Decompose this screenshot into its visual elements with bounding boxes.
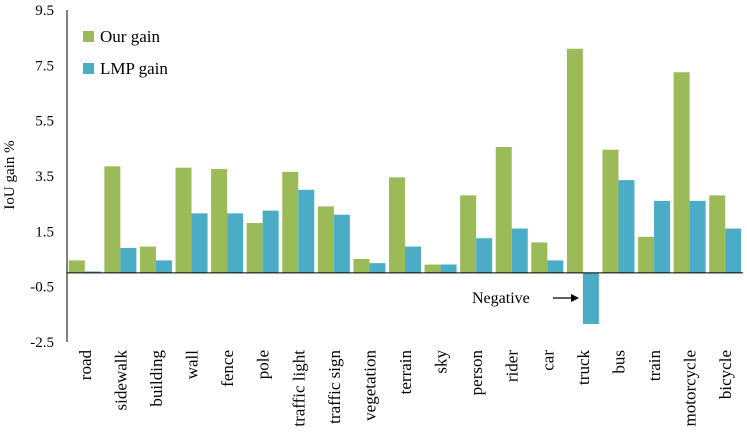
y-tick-label: -2.5 <box>30 335 54 351</box>
bar-lmp-gain-bus <box>618 180 635 273</box>
bar-our-gain-train <box>638 236 655 273</box>
bar-our-gain-sidewalk <box>104 166 121 273</box>
bar-lmp-gain-person <box>476 238 493 273</box>
x-category-labels: road sidewalk building wall fence pole traffic… <box>76 350 735 427</box>
x-label-traffic-sign: traffic sign <box>325 350 344 424</box>
x-label-car: car <box>538 350 557 371</box>
legend-label-lmp-gain: LMP gain <box>100 59 168 78</box>
x-label-building: building <box>147 350 166 407</box>
x-label-train: train <box>645 350 664 382</box>
bar-our-gain-bus <box>602 149 619 273</box>
bar-lmp-gain-traffic-sign <box>333 214 350 273</box>
x-label-sky: sky <box>432 350 451 374</box>
bar-lmp-gain-truck <box>582 272 599 325</box>
bar-our-gain-terrain <box>389 177 405 273</box>
legend-swatch-our-gain <box>83 31 94 42</box>
legend-swatch-lmp-gain <box>83 63 94 74</box>
bar-our-gain-pole <box>246 223 263 273</box>
x-label-fence: fence <box>218 350 237 387</box>
negative-annotation: Negative <box>472 290 579 307</box>
bar-our-gain-vegetation <box>353 259 370 273</box>
bar-our-gain-wall <box>175 167 192 273</box>
bar-our-gain-building <box>139 246 156 273</box>
y-tick-label: 7.5 <box>35 58 54 74</box>
bar-lmp-gain-rider <box>511 228 528 273</box>
axes-group <box>66 10 743 342</box>
x-label-wall: wall <box>183 350 202 380</box>
x-label-person: person <box>467 350 486 396</box>
bar-our-gain-road <box>68 260 85 273</box>
bar-lmp-gain-sidewalk <box>120 247 137 273</box>
y-tick-label: 9.5 <box>35 3 54 19</box>
bars-group <box>68 48 742 325</box>
bar-our-gain-motorcycle <box>673 72 690 273</box>
bar-lmp-gain-wall <box>191 213 208 273</box>
x-label-motorcycle: motorcycle <box>681 350 700 426</box>
bar-lmp-gain-traffic-light <box>298 189 315 273</box>
x-label-traffic-light: traffic light <box>289 350 308 427</box>
bar-our-gain-bicycle <box>709 195 726 273</box>
bar-lmp-gain-train <box>654 200 671 273</box>
x-label-truck: truck <box>574 350 593 385</box>
bar-lmp-gain-pole <box>262 210 279 273</box>
bar-lmp-gain-fence <box>227 213 244 273</box>
bar-lmp-gain-car <box>547 260 564 273</box>
y-tick-label: 1.5 <box>35 224 54 240</box>
x-label-terrain: terrain <box>396 350 415 395</box>
bar-lmp-gain-road <box>84 271 101 273</box>
x-label-pole: pole <box>254 350 273 379</box>
bar-lmp-gain-building <box>155 260 172 273</box>
x-label-sidewalk: sidewalk <box>111 350 130 411</box>
x-label-rider: rider <box>503 350 522 382</box>
bar-lmp-gain-terrain <box>405 246 421 273</box>
y-tick-label: -0.5 <box>30 280 54 296</box>
x-label-bus: bus <box>609 350 628 374</box>
bar-our-gain-truck <box>566 48 583 273</box>
bar-lmp-gain-motorcycle <box>689 200 706 273</box>
bar-our-gain-traffic-light <box>282 171 299 273</box>
bar-our-gain-traffic-sign <box>317 206 334 273</box>
bar-our-gain-person <box>460 195 477 273</box>
bar-our-gain-sky <box>424 264 441 273</box>
x-label-vegetation: vegetation <box>360 350 379 421</box>
y-tick-label: 5.5 <box>35 114 54 130</box>
x-label-road: road <box>76 350 95 381</box>
y-tick-label: 3.5 <box>35 169 54 185</box>
bar-our-gain-rider <box>495 146 512 273</box>
y-axis-title: IoU gain % <box>2 140 18 209</box>
legend-label-our-gain: Our gain <box>100 27 160 46</box>
bar-our-gain-fence <box>211 169 228 273</box>
bar-lmp-gain-vegetation <box>369 263 386 273</box>
legend: Our gain LMP gain <box>83 27 168 78</box>
bar-our-gain-car <box>531 242 548 273</box>
annotation-negative-label: Negative <box>472 290 530 307</box>
y-tick-labels: 9.5 7.5 5.5 3.5 1.5 -0.5 -2.5 <box>30 3 54 351</box>
bar-lmp-gain-sky <box>440 264 457 273</box>
x-label-bicycle: bicycle <box>716 350 735 399</box>
annotation-arrowhead <box>571 294 579 302</box>
bar-lmp-gain-bicycle <box>725 228 742 273</box>
